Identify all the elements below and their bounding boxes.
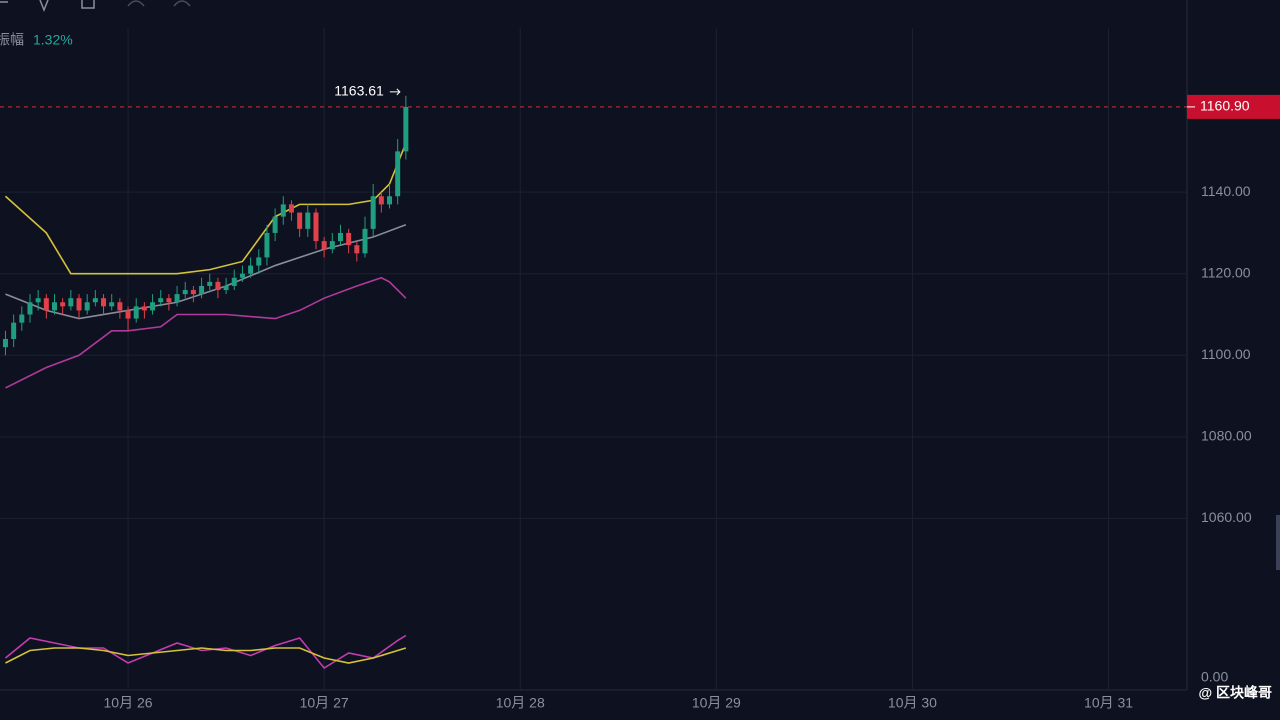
candle-body — [329, 241, 335, 250]
x-tick-label: 10月 26 — [104, 695, 153, 711]
candle-body — [362, 228, 368, 254]
candle-body — [403, 106, 409, 152]
candle-body — [272, 216, 278, 233]
candle-body — [19, 314, 25, 323]
last-price-label: 1160.90 — [1200, 98, 1250, 114]
indicator-line — [5, 647, 407, 664]
x-tick-label: 10月 28 — [496, 695, 545, 711]
high-arrow — [389, 88, 401, 96]
candle-body — [101, 298, 107, 307]
candle-body — [288, 204, 294, 213]
candle-body — [346, 232, 352, 246]
candle-body — [117, 302, 123, 311]
candle-body — [60, 302, 66, 307]
candle-body — [354, 245, 360, 254]
tool-icon[interactable] — [39, 0, 49, 13]
candle-body — [125, 310, 131, 319]
candle-body — [215, 281, 221, 291]
candle-body — [92, 298, 98, 303]
moving-average — [5, 276, 407, 389]
candle-body — [370, 196, 376, 229]
candle-body — [199, 285, 205, 295]
candle-body — [321, 241, 327, 250]
candle-body — [387, 196, 393, 205]
candle-body — [395, 151, 401, 197]
candle-body — [68, 298, 74, 307]
tool-icon[interactable] — [173, 0, 191, 7]
candle-body — [109, 302, 115, 307]
toolbar — [0, 0, 191, 13]
candle-body — [27, 302, 33, 315]
candle-body — [337, 232, 343, 242]
high-label: 1163.61 — [334, 83, 384, 99]
y-tick-label: 1100.00 — [1201, 346, 1251, 362]
x-tick-label: 10月 30 — [888, 695, 937, 711]
candle-body — [43, 298, 49, 311]
y3-tick-label: 0.00 — [1201, 669, 1228, 685]
watermark: @ 区块峰哥 — [1198, 685, 1272, 701]
candle-body — [133, 306, 139, 319]
tool-icon[interactable] — [81, 0, 95, 9]
x-tick-label: 10月 29 — [692, 695, 741, 711]
candle-body — [52, 302, 58, 311]
labels: 10月 26 10月 27 10月 28 10月 29 10月 30 10月 31 1060… — [104, 83, 1280, 711]
y-tick-label: 1140.00 — [1201, 183, 1251, 199]
candle-body — [2, 338, 8, 348]
candle-body — [182, 290, 188, 295]
plot — [0, 95, 1187, 670]
grid — [0, 28, 1187, 690]
candle-body — [264, 232, 270, 258]
candle-body — [141, 306, 147, 311]
x-tick-label: 10月 27 — [300, 695, 349, 711]
candle-body — [239, 273, 245, 278]
candle-body — [84, 302, 90, 311]
candle-body — [378, 196, 384, 205]
amplitude-value: 1.32% — [33, 32, 73, 48]
candle-body — [190, 290, 196, 295]
candle-body — [35, 298, 41, 303]
candle-body — [11, 322, 17, 339]
candle-body — [166, 298, 172, 303]
candle-body — [280, 204, 286, 217]
x-tick-label: 10月 31 — [1084, 695, 1133, 711]
tool-icon[interactable] — [127, 0, 145, 7]
y-tick-label: 1080.00 — [1201, 428, 1252, 444]
y-tick-label: 1120.00 — [1201, 264, 1251, 280]
scroll-handle[interactable] — [1276, 515, 1280, 570]
candle-body — [158, 298, 164, 303]
candle-body — [305, 212, 311, 229]
candle-body — [207, 281, 213, 286]
candle-body — [223, 285, 229, 291]
y-tick-label: 1060.00 — [1201, 509, 1252, 525]
candle-body — [256, 257, 262, 266]
candle-body — [231, 277, 237, 286]
last-price-box — [1187, 94, 1280, 119]
candle-body — [174, 294, 180, 303]
amplitude-label: 振幅 — [0, 32, 24, 48]
candle-body — [248, 265, 254, 274]
moving-average — [4, 142, 407, 275]
candle-body — [297, 212, 303, 229]
candle-body — [313, 212, 319, 242]
candle-body — [150, 302, 156, 311]
candle-body — [76, 298, 82, 311]
